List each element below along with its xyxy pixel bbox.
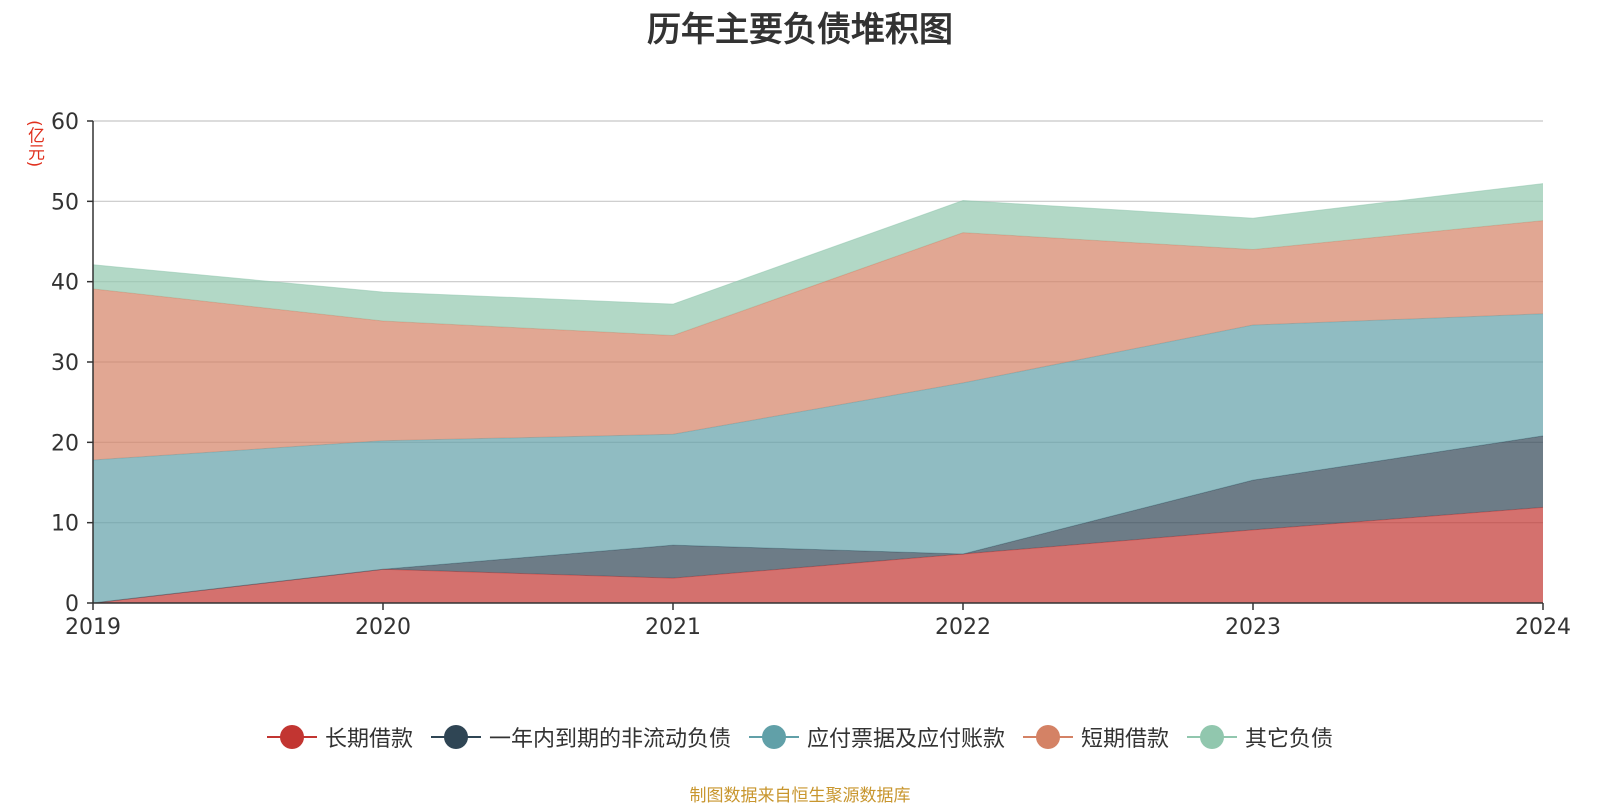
legend-label: 其它负债 [1245,727,1334,752]
area-series-1[interactable] [93,507,1543,603]
y-tick-label: 30 [51,351,79,376]
legend-marker [748,725,799,749]
chart-title: 历年主要负债堆积图 [647,10,953,50]
legend-item[interactable]: 长期借款 [266,721,413,753]
area-series-3[interactable] [93,313,1543,603]
legend-label: 短期借款 [1081,727,1170,752]
y-tick-label: 10 [51,512,79,537]
legend-label: 一年内到期的非流动负债 [488,727,731,752]
legend-item[interactable]: 应付票据及应付账款 [748,721,1005,753]
y-tick-label: 20 [51,431,79,456]
legend-marker [430,725,481,749]
legend-label: 应付票据及应付账款 [806,727,1005,752]
area-series [92,183,1544,604]
x-tick-label: 2020 [355,615,411,640]
legend-marker [1023,725,1073,749]
area-series-5[interactable] [93,183,1543,336]
area-series-edge-3 [92,313,1544,461]
axes: 0 10 20 30 40 50 60 2019 2020 2021 2022 2023 2024 [51,110,1571,640]
y-tick-label: 0 [65,592,79,617]
x-tick-label: 2019 [65,615,121,640]
x-tick-label: 2022 [935,615,991,640]
x-tick-label: 2024 [1515,615,1571,640]
x-tick-label: 2021 [645,615,701,640]
legend-label: 长期借款 [324,727,413,752]
legend-marker [266,725,317,749]
legend-item[interactable]: 短期借款 [1023,721,1169,753]
legend-marker [1187,725,1238,749]
y-tick-label: 60 [51,110,79,135]
area-series-edge-2 [92,435,1544,604]
legend-item[interactable]: 其它负债 [1187,721,1333,753]
legend-item[interactable]: 一年内到期的非流动负债 [430,721,731,753]
area-series-2[interactable] [93,435,1543,603]
legend: 长期借款 一年内到期的非流动负债 应付票据及应付账款 短期借款 其它负债 [0,719,1600,755]
source-note: 制图数据来自恒生聚源数据库 [689,786,911,806]
y-tick-label: 40 [51,271,79,296]
y-axis-unit-label: (亿元) [24,120,44,168]
area-series-4[interactable] [93,220,1543,461]
x-tick-label: 2023 [1225,615,1281,640]
area-series-edge-5 [92,183,1544,305]
y-tick-label: 50 [51,190,79,215]
